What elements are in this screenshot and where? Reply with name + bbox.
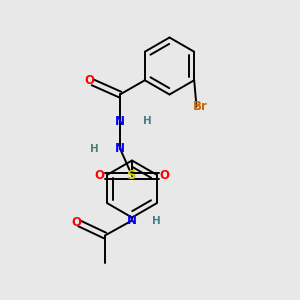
Text: O: O	[71, 215, 81, 229]
Text: H: H	[152, 215, 160, 226]
Text: O: O	[84, 74, 94, 88]
Text: N: N	[115, 115, 125, 128]
Text: N: N	[127, 214, 137, 227]
Text: H: H	[142, 116, 152, 127]
Text: O: O	[159, 169, 170, 182]
Text: H: H	[90, 143, 99, 154]
Text: N: N	[115, 142, 125, 155]
Text: O: O	[94, 169, 105, 182]
Text: Br: Br	[193, 100, 208, 113]
Text: S: S	[127, 169, 137, 182]
